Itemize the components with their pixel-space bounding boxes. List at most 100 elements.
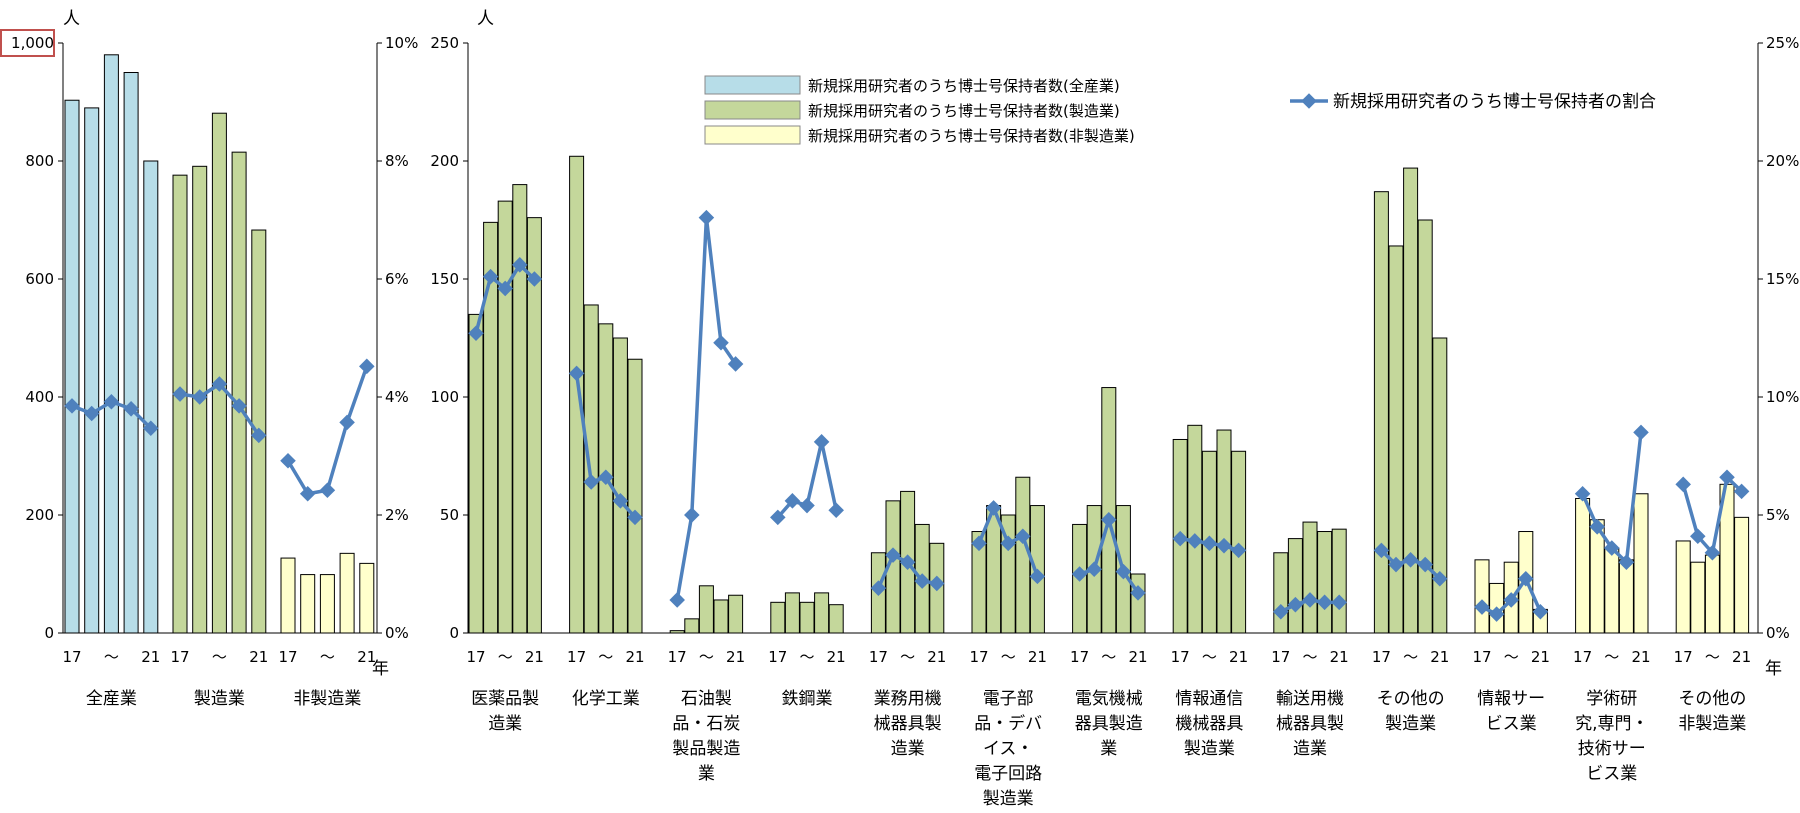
bar bbox=[828, 604, 844, 634]
ratio-point bbox=[929, 575, 945, 592]
ratio-point bbox=[1302, 592, 1318, 608]
ratio-point bbox=[914, 573, 930, 589]
ratio-point bbox=[1086, 561, 1102, 578]
ratio-point bbox=[1172, 530, 1188, 547]
bar bbox=[1287, 538, 1303, 634]
y-tick-label: 100 bbox=[430, 388, 459, 406]
y2-tick-label: 5% bbox=[1766, 506, 1790, 524]
bar bbox=[143, 160, 159, 634]
category-label: 業 bbox=[1100, 739, 1117, 759]
bar bbox=[1690, 561, 1706, 634]
category-label: 技術サー bbox=[1578, 739, 1646, 759]
y2-tick-label: 10% bbox=[1766, 388, 1799, 406]
x-tick-label: ～ bbox=[1504, 648, 1519, 666]
y2-tick-label: 15% bbox=[1766, 270, 1799, 288]
category-label: イス・ bbox=[983, 739, 1034, 759]
y-tick-label: 200 bbox=[430, 152, 459, 170]
x-tick-label: 17 bbox=[869, 648, 888, 666]
bar bbox=[300, 574, 316, 634]
x-tick-label: 17 bbox=[668, 648, 687, 666]
ratio-point bbox=[172, 386, 188, 402]
category-label: 業務用機 bbox=[874, 689, 942, 709]
category-label: ビス業 bbox=[1486, 714, 1537, 734]
highlight-box bbox=[0, 29, 55, 57]
x-tick-label: ～ bbox=[1101, 648, 1116, 666]
y-tick-label: 200 bbox=[25, 506, 54, 524]
bar bbox=[799, 601, 815, 634]
category-label: 品・デバ bbox=[974, 713, 1042, 734]
y-tick-label: 1,000 bbox=[11, 34, 54, 52]
category-label: 石油製 bbox=[681, 689, 732, 709]
bar bbox=[64, 99, 80, 634]
category-label: 電子部 bbox=[983, 689, 1034, 709]
x-tick-label: 21 bbox=[249, 648, 268, 666]
bar bbox=[103, 54, 119, 634]
x-axis-unit: 年 bbox=[1765, 659, 1782, 679]
x-tick-label: ～ bbox=[1604, 648, 1619, 666]
bar bbox=[684, 618, 700, 634]
y-tick-label: 0 bbox=[449, 624, 459, 642]
legend-label-line: 新規採用研究者のうち博士号保持者の割合 bbox=[1333, 92, 1656, 112]
x-tick-label: ～ bbox=[104, 648, 119, 666]
x-tick-label: 21 bbox=[625, 648, 644, 666]
y2-tick-label: 2% bbox=[385, 506, 409, 524]
bar bbox=[1704, 554, 1720, 634]
ratio-point bbox=[1733, 483, 1750, 500]
bar bbox=[1373, 191, 1389, 634]
y2-tick-label: 20% bbox=[1766, 152, 1799, 170]
ratio-point bbox=[870, 580, 887, 596]
ratio-point bbox=[1071, 566, 1088, 582]
ratio-point bbox=[1432, 570, 1448, 587]
y-tick-label: 800 bbox=[25, 152, 54, 170]
category-label: 究,専門・ bbox=[1575, 714, 1648, 734]
ratio-point bbox=[1388, 556, 1404, 573]
category-label: 械器具製 bbox=[874, 714, 942, 734]
x-tick-label: 17 bbox=[1472, 648, 1491, 666]
ratio-point bbox=[231, 398, 247, 414]
bar bbox=[1432, 337, 1448, 634]
right-panel: 0 50 100 150 200 250 0% 5% 10% 15% 20% 25% 人年 17 ～ 21 医薬… bbox=[430, 9, 1799, 809]
ratio-point bbox=[1130, 585, 1146, 601]
ratio-point bbox=[319, 482, 336, 498]
category-label: 品・石炭 bbox=[672, 714, 740, 734]
x-tick-label: 17 bbox=[170, 648, 189, 666]
category-label: 機械器具 bbox=[1175, 714, 1243, 734]
bar bbox=[468, 313, 484, 634]
ratio-point bbox=[1015, 528, 1031, 545]
x-tick-label: 21 bbox=[1531, 648, 1550, 666]
x-tick-label: 17 bbox=[768, 648, 787, 666]
y2-tick-label: 8% bbox=[385, 152, 409, 170]
bar bbox=[814, 592, 830, 634]
bar bbox=[1187, 424, 1203, 634]
x-tick-label: ～ bbox=[1403, 648, 1418, 666]
x-tick-label: 17 bbox=[278, 648, 297, 666]
bar bbox=[1101, 387, 1117, 634]
ratio-point bbox=[1373, 542, 1390, 559]
y2-tick-label: 25% bbox=[1766, 34, 1799, 52]
bar bbox=[698, 585, 714, 634]
x-tick-label: 21 bbox=[1631, 648, 1650, 666]
ratio-point bbox=[1532, 603, 1549, 620]
ratio-point bbox=[1719, 469, 1735, 486]
ratio-point bbox=[1704, 544, 1721, 561]
x-tick-label: 17 bbox=[62, 648, 81, 666]
x-tick-label: 21 bbox=[726, 648, 745, 666]
ratio-point bbox=[123, 401, 139, 417]
bar bbox=[1388, 245, 1404, 634]
bar bbox=[1216, 429, 1232, 634]
bar bbox=[569, 155, 585, 634]
bar bbox=[784, 592, 800, 634]
x-tick-label: ～ bbox=[212, 648, 227, 666]
ratio-point bbox=[1000, 535, 1016, 552]
bar bbox=[669, 630, 685, 634]
x-tick-label: 21 bbox=[1430, 648, 1449, 666]
bar bbox=[728, 594, 744, 634]
ratio-point bbox=[1187, 533, 1203, 549]
bar bbox=[319, 574, 335, 634]
ratio-point bbox=[1488, 606, 1505, 622]
category-label: 製造業 bbox=[1184, 739, 1235, 759]
bar bbox=[1734, 516, 1750, 634]
x-tick-label: ～ bbox=[498, 648, 513, 666]
y2-tick-label: 6% bbox=[385, 270, 409, 288]
ratio-line bbox=[286, 365, 369, 496]
